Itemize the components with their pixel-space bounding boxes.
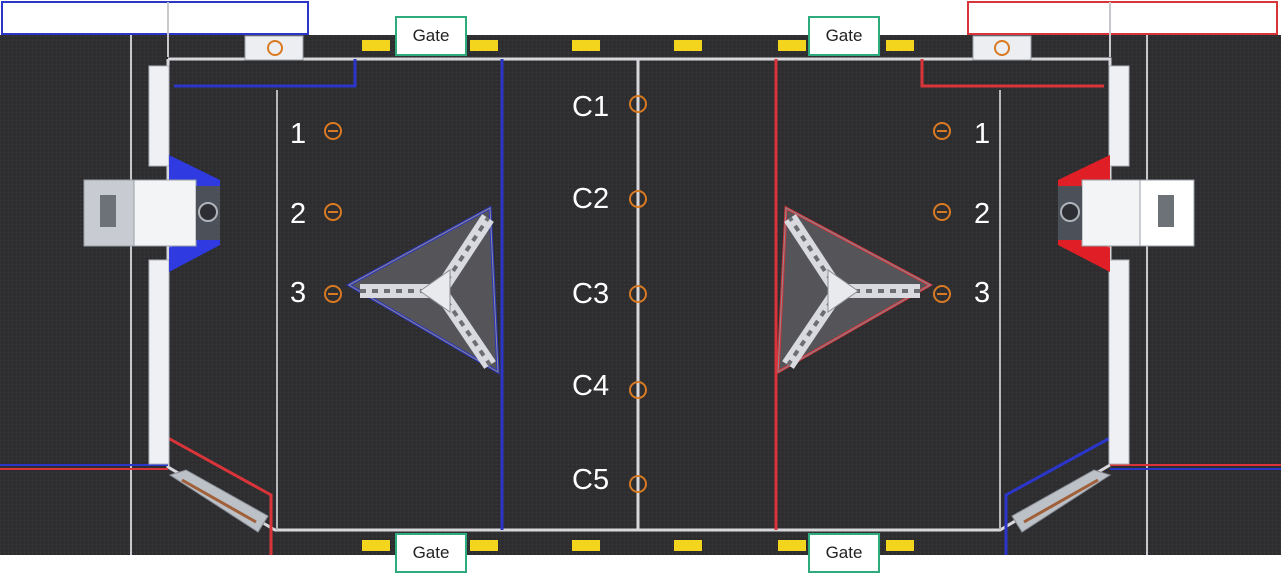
top-pads <box>362 40 914 51</box>
blue-marker-circles <box>324 122 342 303</box>
red-alliance-area <box>967 1 1278 35</box>
red-station <box>1058 155 1195 272</box>
blue-alliance-area <box>1 1 309 35</box>
bottom-pads <box>362 540 914 551</box>
blue-corner-ramp <box>168 469 269 533</box>
red-corner-ramp <box>1011 469 1112 533</box>
blue-station <box>83 155 220 272</box>
blue-top-goal <box>244 35 304 61</box>
carpet <box>0 35 1281 555</box>
blue-wall-panel-lower <box>148 259 170 465</box>
red-marker-circles <box>933 122 951 303</box>
blue-hub <box>345 205 500 375</box>
red-top-goal <box>972 35 1032 61</box>
red-wall-panel-upper <box>1108 65 1130 167</box>
blue-wall-panel-upper <box>148 65 170 167</box>
red-hub <box>776 205 934 375</box>
red-wall-panel-lower <box>1108 259 1130 465</box>
center-marker-circles <box>629 95 647 493</box>
